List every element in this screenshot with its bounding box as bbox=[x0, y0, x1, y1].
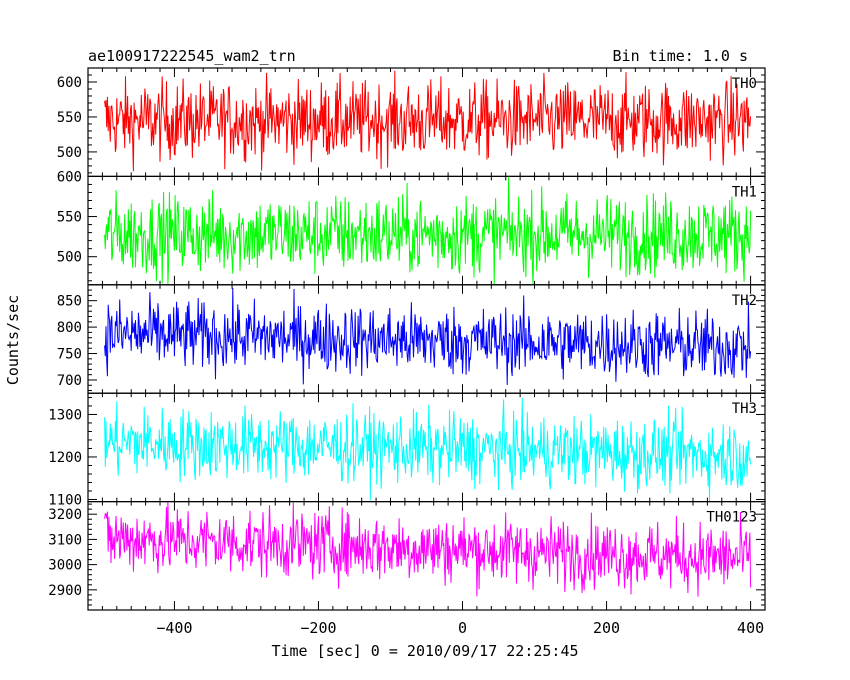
x-tick-label: −400 bbox=[156, 619, 192, 637]
y-tick-label: 1100 bbox=[48, 492, 82, 508]
x-axis-label: Time [sec] 0 = 2010/09/17 22:25:45 bbox=[271, 642, 578, 660]
y-tick-label: 3100 bbox=[48, 532, 82, 548]
y-tick-label: 550 bbox=[57, 110, 82, 126]
x-tick-label: −200 bbox=[300, 619, 336, 637]
series-line-th1 bbox=[104, 176, 752, 285]
panel-label-th1: TH1 bbox=[732, 184, 757, 200]
series-line-th2 bbox=[104, 287, 752, 386]
y-tick-label: 1300 bbox=[48, 407, 82, 423]
y-tick-label: 2900 bbox=[48, 583, 82, 599]
y-tick-label: 550 bbox=[57, 210, 82, 226]
y-tick-label: 600 bbox=[57, 169, 82, 185]
x-tick-label: 400 bbox=[737, 619, 764, 637]
chart-title: ae100917222545_wam2_trn bbox=[88, 47, 296, 65]
panels: 500 550 600 TH0 500 550 600 TH1 700 750 800 850 TH2 1… bbox=[48, 67, 766, 611]
panel-label-th0: TH0 bbox=[732, 76, 757, 92]
y-tick-label: 500 bbox=[57, 145, 82, 161]
y-tick-label: 500 bbox=[57, 250, 82, 266]
panel-frame bbox=[87, 501, 766, 611]
y-tick-label: 600 bbox=[57, 75, 82, 91]
chart-subtitle: Bin time: 1.0 s bbox=[613, 47, 748, 65]
series-line-th0 bbox=[104, 70, 752, 172]
y-tick-label: 800 bbox=[57, 320, 82, 336]
y-tick-label: 3200 bbox=[48, 507, 82, 523]
panel-label-th3: TH3 bbox=[732, 401, 757, 417]
y-tick-label: 1200 bbox=[48, 450, 82, 466]
panel-label-th2: TH2 bbox=[732, 293, 757, 309]
y-tick-label: 750 bbox=[57, 347, 82, 363]
y-tick-label: 3000 bbox=[48, 558, 82, 574]
x-tick-label: 200 bbox=[593, 619, 620, 637]
y-tick-label: 700 bbox=[57, 373, 82, 389]
x-tick-labels: −400 −200 0 200 400 bbox=[156, 619, 764, 637]
y-axis-label: Counts/sec bbox=[4, 295, 22, 385]
panel-label-th0123: TH0123 bbox=[706, 510, 757, 526]
x-tick-label: 0 bbox=[458, 619, 467, 637]
series-line-th3 bbox=[104, 397, 752, 501]
y-tick-label: 850 bbox=[57, 294, 82, 310]
series-line-th0123 bbox=[104, 501, 752, 597]
